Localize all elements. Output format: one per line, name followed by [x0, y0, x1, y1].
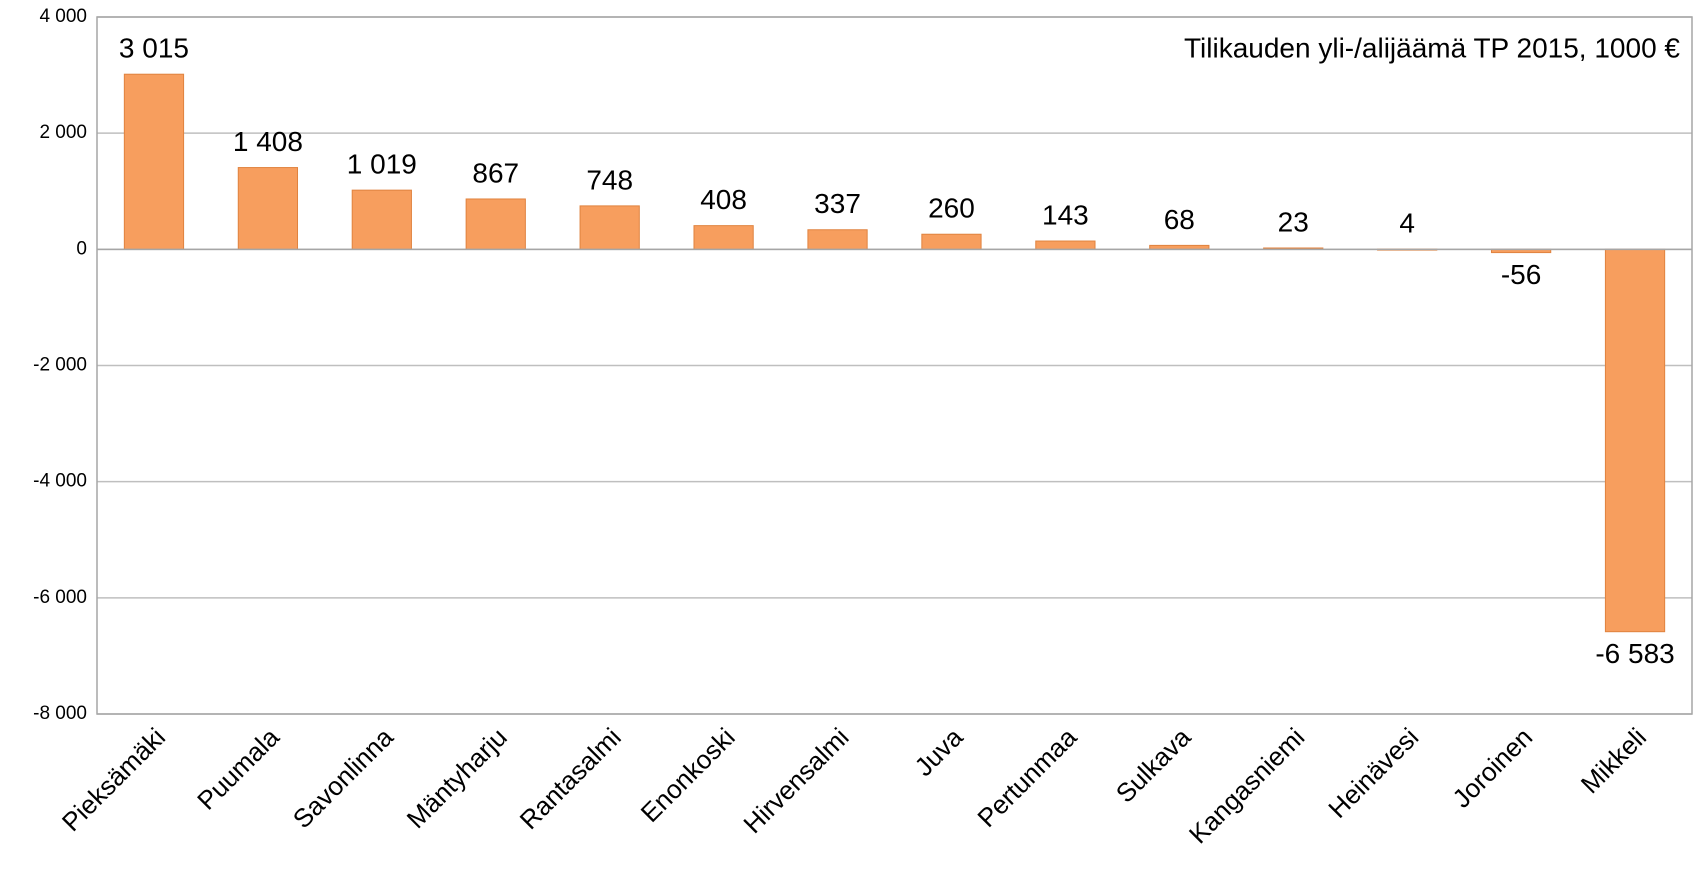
bar — [237, 167, 299, 250]
data-label: 867 — [472, 157, 519, 188]
y-tick-label: -2 000 — [33, 355, 87, 376]
bar — [693, 225, 754, 250]
bar — [807, 229, 868, 250]
bar — [1604, 248, 1666, 633]
data-label: 68 — [1164, 204, 1195, 235]
data-label: 260 — [928, 193, 975, 224]
bar — [351, 189, 412, 250]
data-label: 1 408 — [233, 126, 303, 157]
bar — [465, 198, 526, 250]
y-tick-label: -4 000 — [33, 471, 87, 492]
plot-border — [96, 16, 1693, 715]
data-label: 1 019 — [347, 149, 417, 180]
data-label: 3 015 — [119, 33, 189, 64]
data-label: 337 — [814, 188, 861, 219]
data-label: 748 — [586, 164, 633, 195]
bar — [921, 233, 982, 250]
legend-label: Tilikauden yli-/alijäämä TP 2015, 1000 € — [1184, 32, 1680, 63]
bar — [123, 73, 185, 250]
y-tick-label: 0 — [76, 238, 87, 259]
data-label: -56 — [1501, 259, 1541, 290]
data-label: 408 — [700, 184, 747, 215]
bar — [1035, 240, 1096, 250]
y-tick-label: -6 000 — [33, 587, 87, 608]
y-tick-label: 2 000 — [39, 122, 87, 143]
bar — [579, 205, 640, 250]
data-label: 143 — [1042, 199, 1089, 230]
data-label: 23 — [1278, 206, 1309, 237]
y-tick-label: -8 000 — [33, 703, 87, 724]
data-label: -6 583 — [1595, 638, 1674, 669]
data-label: 4 — [1399, 207, 1415, 238]
y-tick-label: 4 000 — [39, 6, 87, 27]
